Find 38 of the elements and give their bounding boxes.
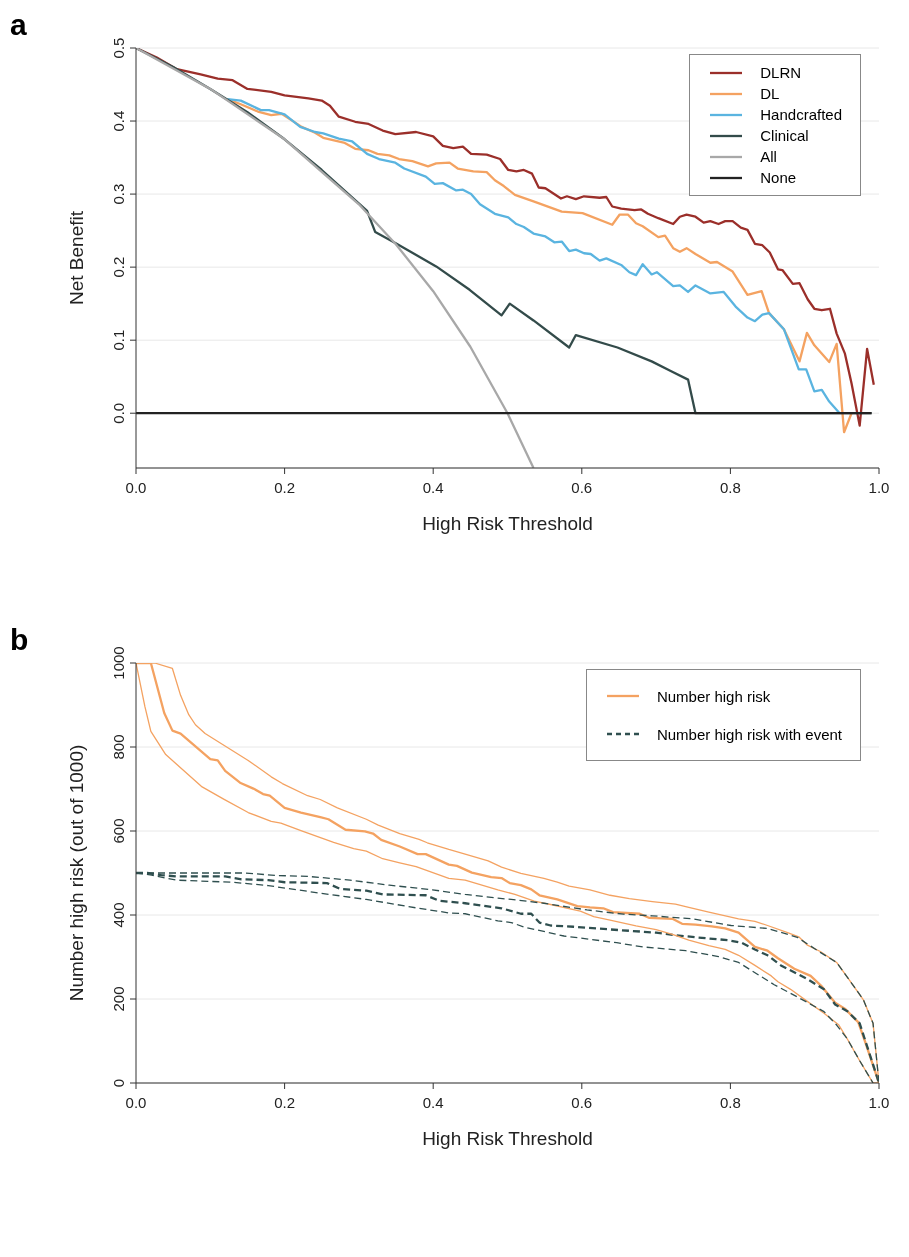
y-tick-label: 0.2: [110, 256, 127, 278]
legend-label: DLRN: [760, 64, 802, 81]
y-axis-title: Net Benefit: [65, 210, 87, 305]
x-tick-label: 0.0: [125, 1093, 147, 1111]
legend-label: None: [760, 169, 797, 186]
y-tick-label: 200: [110, 986, 127, 1012]
legend-label: All: [760, 148, 777, 165]
x-axis-title: High Risk Threshold: [422, 1128, 593, 1149]
legend-label: Number high risk: [656, 687, 771, 705]
legend-label: Number high risk with event: [656, 725, 842, 743]
x-tick-label: 0.6: [571, 478, 593, 496]
x-tick-label: 1.0: [868, 1093, 890, 1111]
chart-title: a: [10, 8, 27, 42]
y-tick-label: 0.3: [110, 183, 127, 205]
y-tick-label: 400: [110, 902, 127, 928]
y-tick-label: 0: [110, 1078, 127, 1088]
y-axis-title: Number high risk (out of 1000): [65, 744, 87, 1002]
y-tick-label: 0.5: [110, 37, 127, 59]
y-tick-label: 800: [110, 734, 127, 760]
x-tick-label: 0.8: [719, 478, 741, 496]
x-tick-label: 0.2: [274, 1093, 296, 1111]
y-tick-label: 0.1: [110, 329, 127, 351]
y-tick-label: 1000: [110, 646, 127, 680]
y-tick-label: 600: [110, 818, 127, 844]
x-tick-label: 1.0: [868, 478, 890, 496]
x-tick-label: 0.4: [422, 478, 444, 496]
legend-label: DL: [760, 85, 780, 102]
x-tick-label: 0.6: [571, 1093, 593, 1111]
chart-title: b: [10, 623, 29, 657]
x-tick-label: 0.8: [719, 1093, 741, 1111]
legend-label: Handcrafted: [760, 106, 842, 123]
x-tick-label: 0.0: [125, 478, 147, 496]
y-tick-label: 0.4: [110, 110, 127, 132]
x-tick-label: 0.2: [274, 478, 296, 496]
x-tick-label: 0.4: [422, 1093, 444, 1111]
legend-label: Clinical: [760, 127, 809, 144]
y-tick-label: 0.0: [110, 402, 127, 424]
x-axis-title: High Risk Threshold: [422, 513, 593, 534]
